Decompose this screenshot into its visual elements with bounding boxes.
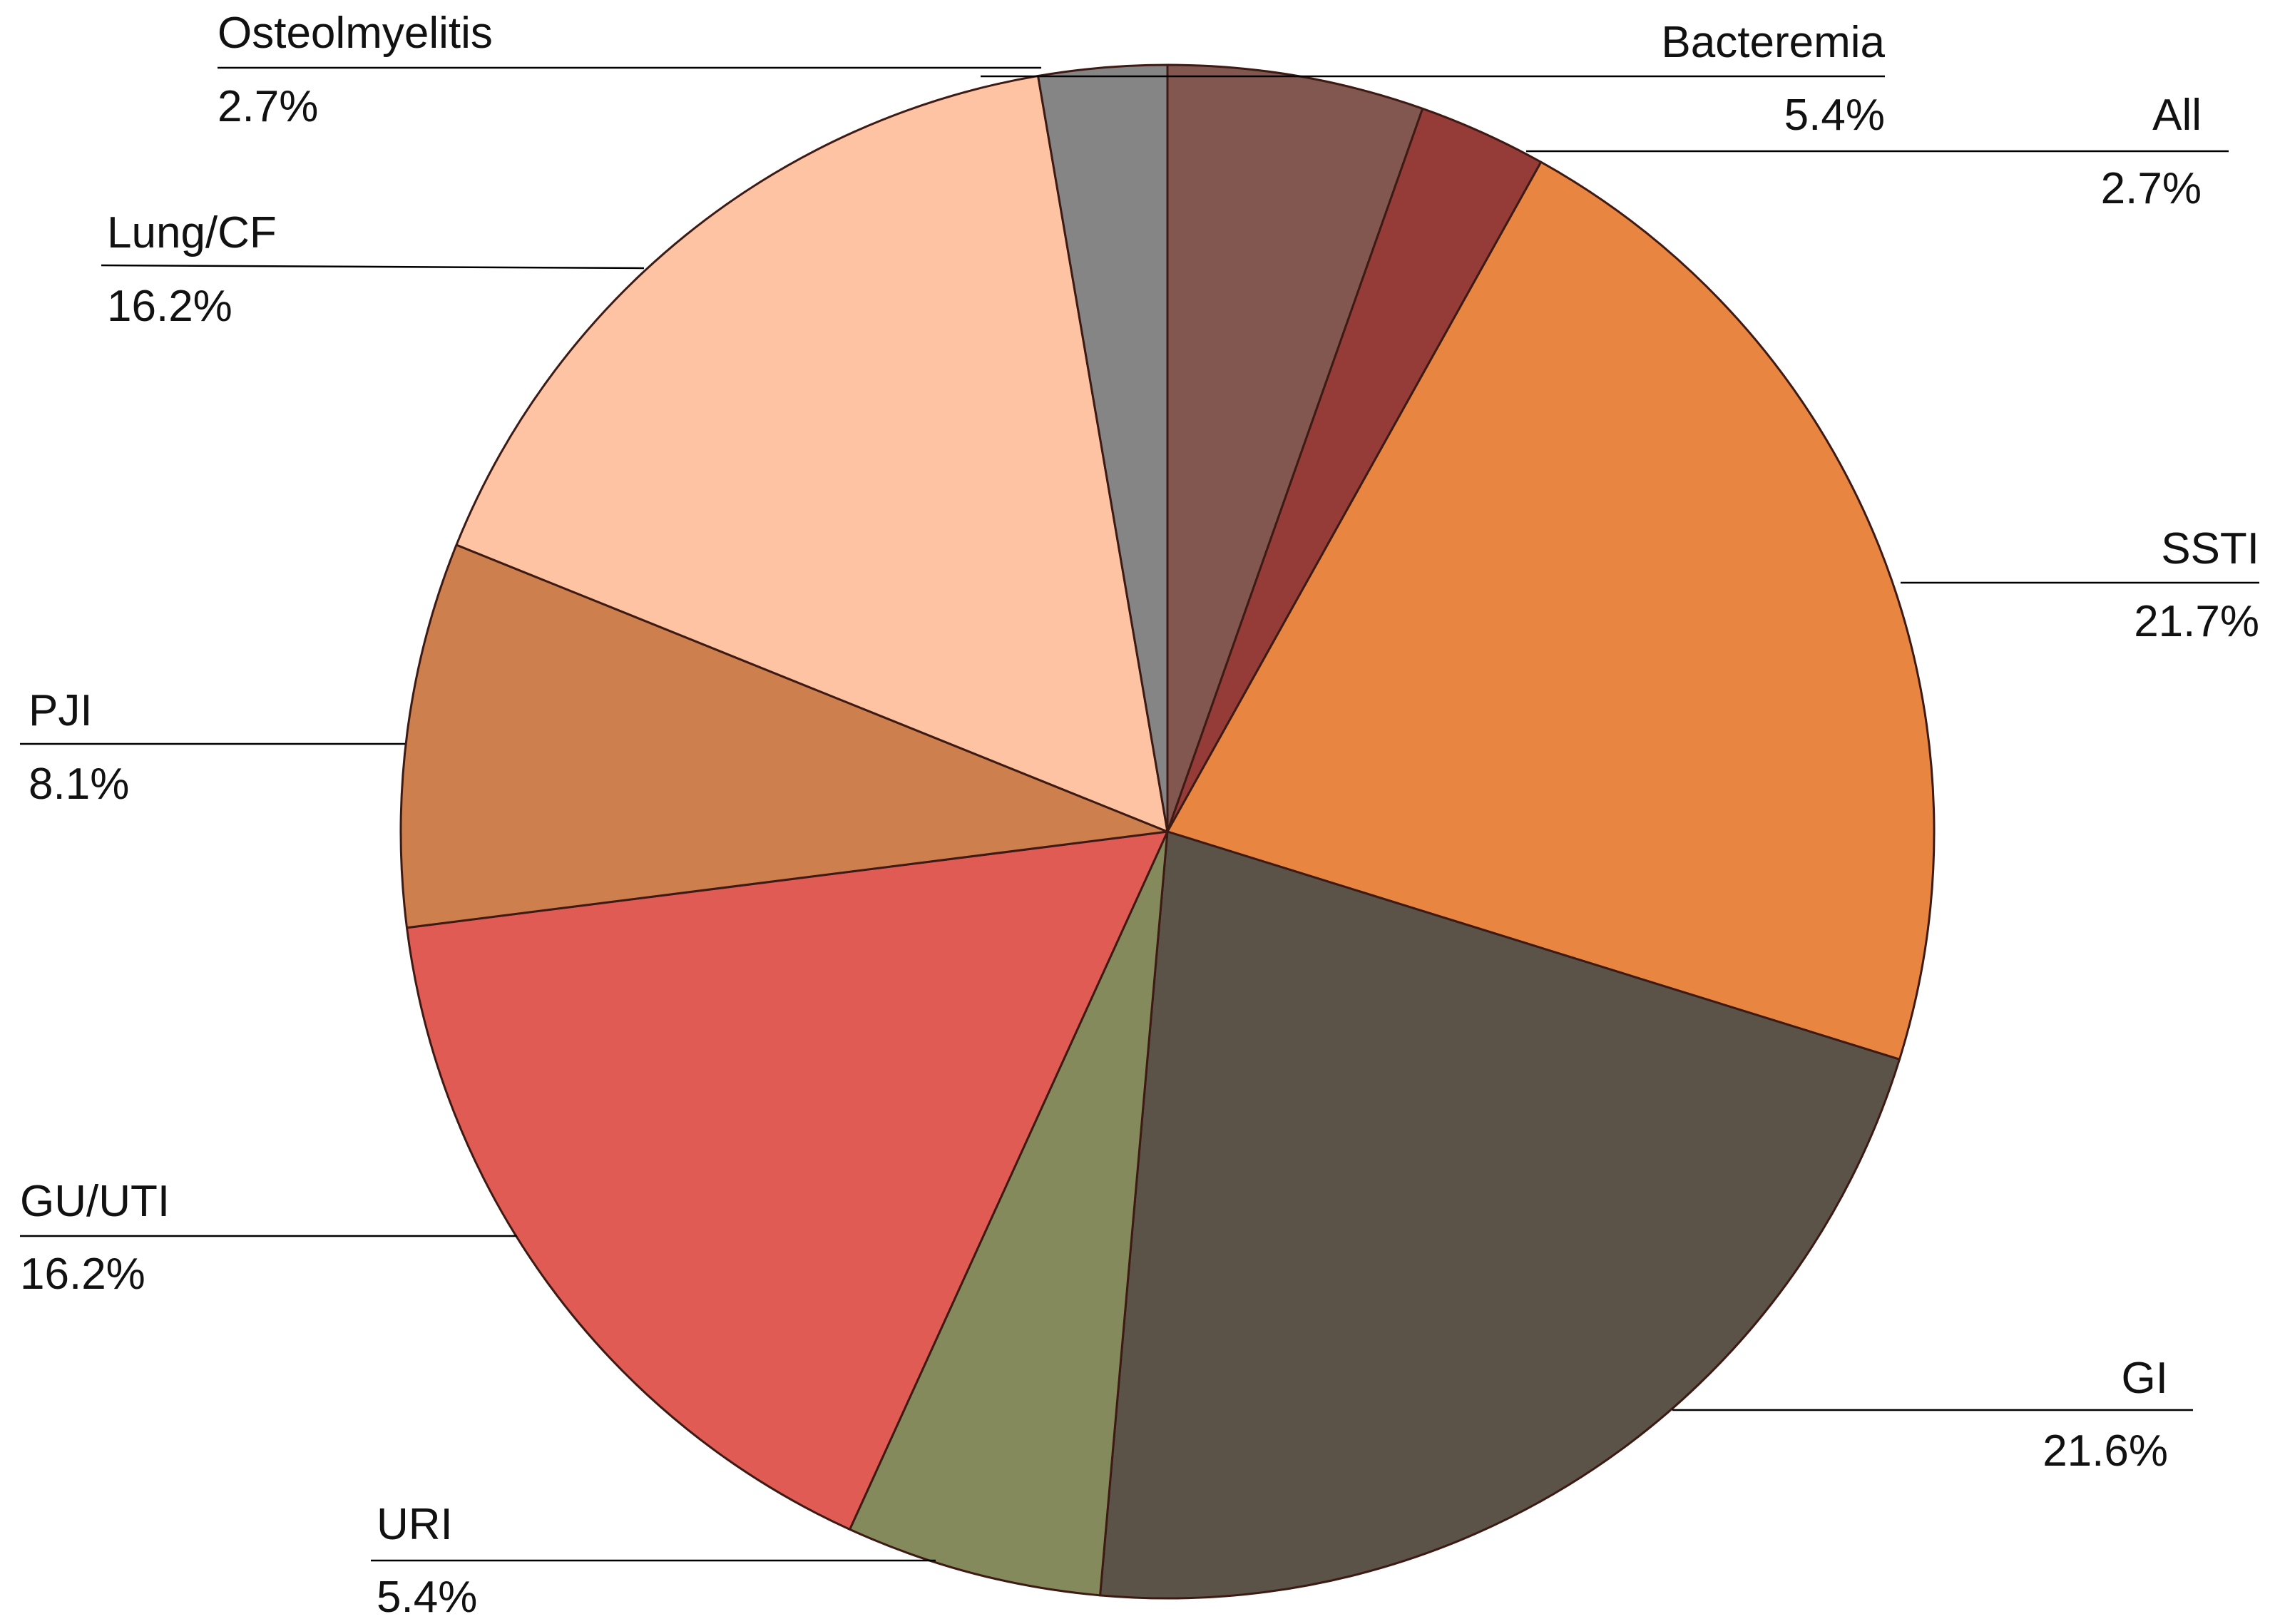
slice-value-ssti: 21.7%	[2134, 597, 2259, 646]
slice-label-bacteremia: Bacteremia	[1661, 18, 1885, 67]
slice-labels: Bacteremia 5.4% All 2.7% SSTI 21.7% GI 21.6% URI…	[20, 9, 2259, 1622]
leader-lines	[20, 66, 2259, 1562]
pie-slice-gi	[1099, 830, 1901, 1600]
slice-label-osteolmyelitis: Osteolmyelitis	[218, 9, 493, 58]
slice-label-pji: PJI	[29, 686, 93, 735]
slice-label-gi: GI	[2122, 1354, 2168, 1403]
slice-label-uri: URI	[377, 1500, 453, 1549]
pie-slice-pji	[399, 543, 1169, 929]
slice-value-all: 2.7%	[2101, 164, 2202, 213]
slice-value-gu-uti: 16.2%	[20, 1250, 145, 1299]
slice-value-pji: 8.1%	[29, 760, 129, 809]
slice-label-gu-uti: GU/UTI	[20, 1177, 170, 1226]
pie-slice-gu-uti	[405, 830, 1169, 1531]
slice-label-all: All	[2152, 91, 2202, 140]
pie-slice-lung-cf	[455, 74, 1169, 833]
slice-value-lung-cf: 16.2%	[107, 282, 232, 331]
pie-slices	[399, 63, 1936, 1600]
slice-value-uri: 5.4%	[377, 1573, 477, 1622]
slice-value-bacteremia: 5.4%	[1784, 91, 1885, 140]
slice-value-gi: 21.6%	[2043, 1426, 2168, 1476]
slice-label-lung-cf: Lung/CF	[107, 208, 277, 257]
slice-value-osteolmyelitis: 2.7%	[218, 82, 318, 131]
pie-slice-ssti	[1166, 160, 1936, 1061]
leader-line-lung-cf	[101, 264, 645, 270]
slice-label-ssti: SSTI	[2161, 524, 2259, 573]
pie-slice-uri	[849, 830, 1169, 1597]
